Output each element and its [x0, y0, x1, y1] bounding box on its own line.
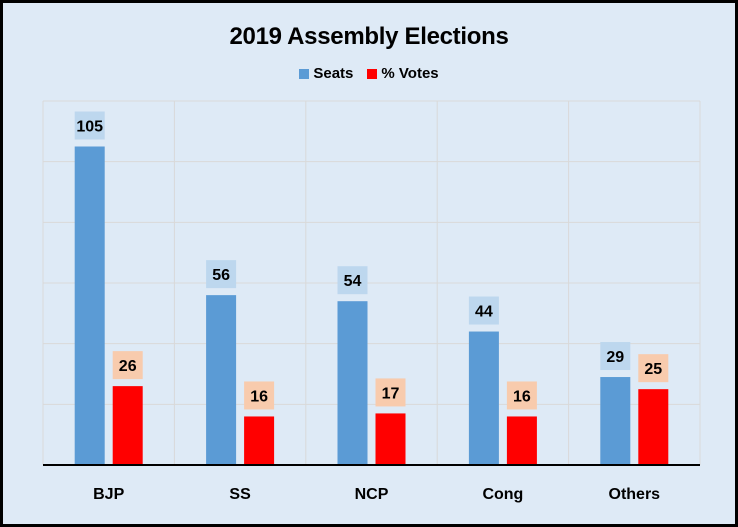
data-label: 25 [644, 361, 662, 378]
data-label-bg [112, 351, 143, 380]
legend-label-votes: % Votes [381, 65, 439, 82]
bar-votes [112, 386, 143, 465]
data-label: 16 [250, 388, 268, 405]
data-label-bg [206, 260, 237, 289]
legend-item-votes: % Votes [367, 65, 439, 82]
data-label-bg [337, 266, 368, 295]
data-label-bg [638, 354, 669, 383]
x-tick-label: BJP [93, 486, 124, 503]
chart-legend: Seats % Votes [3, 65, 735, 82]
data-label-bg [600, 342, 631, 371]
data-label-bg [244, 381, 275, 410]
data-label-bg [506, 381, 537, 410]
x-tick-label: NCP [355, 486, 389, 503]
bar-votes [244, 416, 275, 465]
legend-swatch-seats [299, 68, 310, 79]
data-label-bg [375, 378, 406, 407]
data-label: 16 [513, 388, 531, 405]
bar-seats [600, 377, 631, 465]
data-label: 17 [382, 385, 400, 402]
data-label: 44 [475, 304, 493, 321]
data-label-bg [74, 111, 105, 140]
data-label: 29 [606, 349, 624, 366]
chart-title: 2019 Assembly Elections [229, 23, 509, 50]
bar-seats [337, 301, 368, 465]
bar-seats [206, 295, 237, 465]
legend-swatch-votes [367, 68, 378, 79]
data-label: 54 [344, 273, 362, 290]
legend-label-seats: Seats [313, 65, 354, 82]
x-tick-label: Others [609, 486, 661, 503]
data-label: 26 [119, 358, 137, 375]
x-tick-label: SS [229, 486, 251, 503]
data-label-bg [468, 296, 499, 325]
legend-item-seats: Seats [299, 65, 353, 82]
bar-seats [74, 146, 105, 465]
data-label: 105 [76, 119, 103, 136]
bar-votes [506, 416, 537, 465]
x-tick-label: Cong [482, 486, 523, 503]
bar-votes [375, 413, 406, 465]
bar-votes [638, 389, 669, 465]
bar-seats [468, 331, 499, 465]
data-label: 56 [212, 267, 230, 284]
